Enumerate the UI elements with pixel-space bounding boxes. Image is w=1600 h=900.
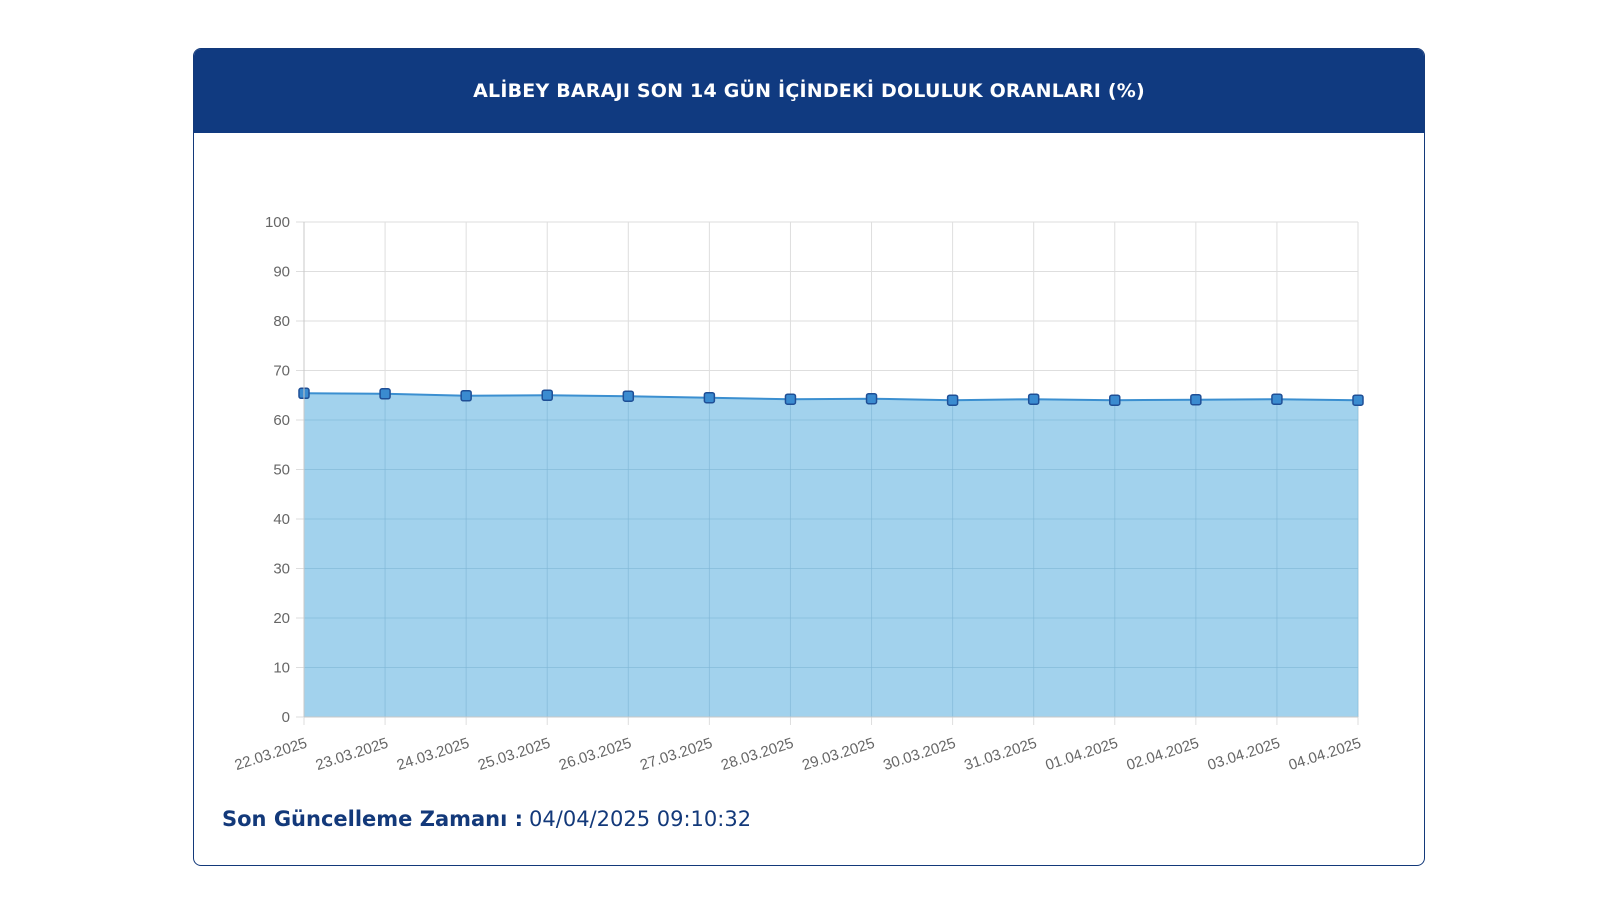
data-point (1027, 393, 1040, 405)
chart-card: ALİBEY BARAJI SON 14 GÜN İÇİNDEKİ DOLULU… (193, 48, 1425, 866)
x-tick-label: 03.04.2025 (1206, 735, 1283, 773)
data-point (1352, 394, 1364, 406)
chart-area: 0 10 20 30 40 50 60 70 80 90 100 22.03.2025 23.03.20… (194, 133, 1424, 774)
y-tick-label: 80 (273, 313, 290, 330)
data-point (1271, 393, 1283, 405)
y-tick-label: 30 (273, 561, 290, 578)
data-point (703, 391, 716, 404)
data-point (541, 389, 553, 401)
y-tick-label: 100 (265, 214, 290, 231)
data-point (1109, 394, 1121, 406)
data-point (460, 389, 472, 402)
y-tick-label: 0 (282, 709, 290, 726)
x-tick-label: 04.04.2025 (1287, 735, 1364, 773)
y-tick-label: 60 (273, 412, 290, 429)
data-point (784, 393, 797, 405)
x-tick-label: 02.04.2025 (1124, 735, 1201, 773)
last-update: Son Güncelleme Zamanı :04/04/2025 09:10:… (222, 807, 751, 831)
y-tick-label: 70 (273, 363, 290, 380)
area-fill (304, 393, 1358, 717)
x-tick-label: 27.03.2025 (638, 735, 715, 773)
area-chart: 0 10 20 30 40 50 60 70 80 90 100 22.03.2025 23.03.20… (233, 214, 1364, 774)
x-tick-label: 30.03.2025 (881, 735, 958, 773)
y-tick-label: 10 (273, 660, 290, 677)
y-tick-label: 90 (273, 264, 290, 281)
x-tick-label: 25.03.2025 (476, 735, 553, 773)
last-update-value: 04/04/2025 09:10:32 (529, 807, 752, 831)
x-tick-label: 28.03.2025 (719, 735, 796, 773)
y-tick-label: 40 (273, 511, 290, 528)
series-line (303, 392, 1359, 402)
x-tick-label: 22.03.2025 (233, 735, 310, 773)
x-tick-label: 29.03.2025 (800, 735, 877, 773)
x-tick-label: 24.03.2025 (395, 735, 472, 773)
y-tick-label: 20 (273, 610, 290, 627)
data-point (379, 388, 391, 400)
last-update-label: Son Güncelleme Zamanı : (222, 807, 524, 831)
chart-title: ALİBEY BARAJI SON 14 GÜN İÇİNDEKİ DOLULU… (194, 49, 1424, 133)
data-point (1190, 393, 1202, 406)
data-point (946, 394, 959, 406)
x-tick-label: 01.04.2025 (1043, 735, 1120, 773)
x-tick-label: 26.03.2025 (557, 735, 634, 773)
x-tick-label: 23.03.2025 (314, 735, 391, 773)
x-tick-label: 31.03.2025 (962, 735, 1039, 773)
data-point (622, 390, 635, 402)
data-point (865, 392, 878, 405)
y-tick-label: 50 (273, 462, 290, 479)
